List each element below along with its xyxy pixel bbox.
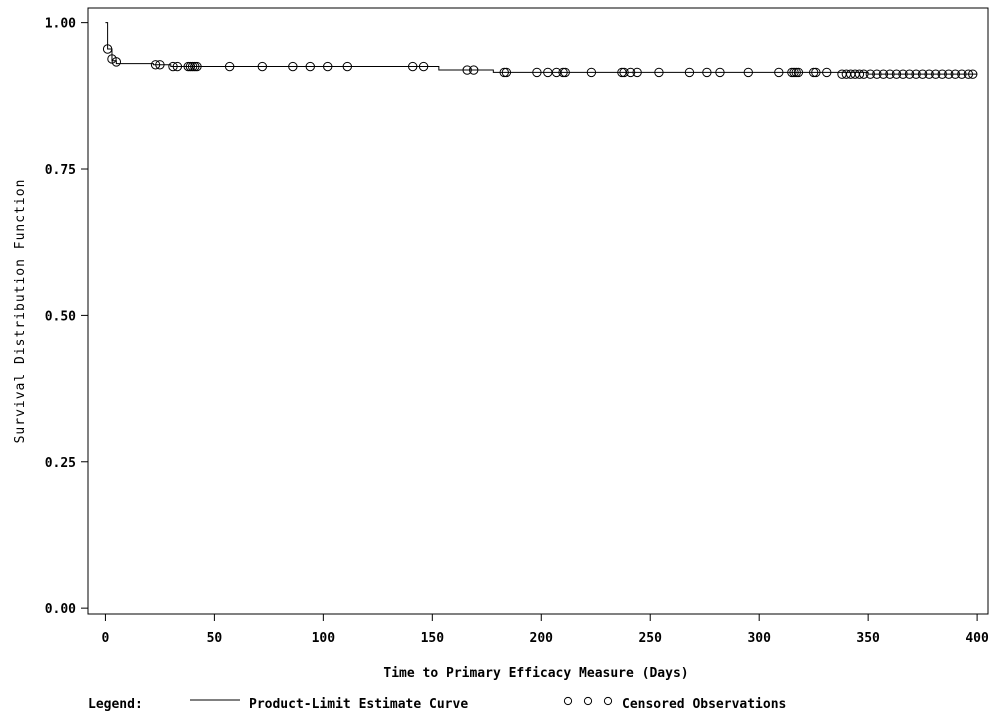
censored-marker — [808, 67, 819, 78]
censored-marker — [619, 67, 629, 78]
censored-marker — [111, 57, 122, 67]
censored-marker — [323, 61, 333, 72]
legend-censor-swatch-1 — [563, 696, 573, 706]
censored-marker — [408, 61, 418, 72]
censored-marker — [185, 61, 196, 72]
plot-frame-rect — [87, 7, 989, 615]
x-tick-label: 50 — [207, 631, 223, 646]
censored-marker — [743, 67, 753, 78]
legend-censor-swatch-3 — [603, 696, 613, 706]
censored-marker — [787, 67, 797, 78]
x-tick-label: 250 — [638, 631, 662, 646]
x-axis: 0 50 100 150 200 250 300 350 400 — [102, 614, 989, 646]
y-tick-label: 0.00 — [45, 602, 76, 617]
x-tick-label: 100 — [312, 631, 336, 646]
censored-marker — [898, 69, 908, 79]
y-tick-label: 0.75 — [45, 163, 76, 178]
censored-marker — [822, 67, 832, 78]
x-tick-label: 300 — [747, 631, 771, 646]
y-tick-label: 0.50 — [45, 309, 76, 324]
censored-marker — [558, 67, 568, 78]
censored-marker — [501, 67, 512, 78]
censored-marker — [155, 60, 165, 70]
censored-marker — [791, 67, 801, 78]
censored-marker — [632, 67, 642, 78]
censored-marker — [342, 61, 353, 72]
series-layer — [105, 22, 978, 75]
censored-marker — [793, 67, 804, 78]
censored-marker — [469, 65, 479, 75]
y-axis: 0.00 0.25 0.50 0.75 1.00 — [45, 17, 88, 617]
censored-marker — [774, 67, 784, 78]
censored-marker — [944, 69, 954, 79]
censored-marker — [684, 67, 695, 78]
censored-marker — [150, 60, 161, 70]
x-tick-label: 200 — [530, 631, 554, 646]
censored-marker — [654, 67, 664, 78]
censored-marker — [172, 61, 183, 72]
x-tick-label: 400 — [965, 631, 989, 646]
censored-marker — [957, 69, 967, 79]
censored-marker — [102, 44, 113, 54]
censored-marker — [625, 67, 636, 78]
censored-marker — [288, 61, 298, 72]
censored-marker — [968, 69, 978, 79]
censored-marker — [963, 69, 974, 79]
x-tick-label: 150 — [421, 631, 445, 646]
x-tick-label: 0 — [102, 631, 110, 646]
censor-layer — [102, 44, 978, 79]
y-axis-title: Survival Distribution Function — [13, 179, 28, 444]
censored-marker — [257, 61, 268, 72]
censored-marker — [702, 67, 712, 78]
censored-marker — [854, 69, 865, 79]
x-tick-label: 350 — [856, 631, 880, 646]
censored-marker — [560, 67, 570, 78]
censored-marker — [865, 69, 876, 79]
censored-marker — [911, 69, 921, 79]
censored-marker — [878, 69, 889, 79]
censored-marker — [904, 69, 915, 79]
censored-marker — [924, 69, 934, 79]
censored-marker — [950, 69, 961, 79]
legend-title: Legend: — [88, 697, 143, 712]
legend-censor-swatch-2 — [583, 696, 593, 706]
product-limit-curve — [105, 22, 978, 75]
censored-marker — [931, 69, 941, 79]
censored-marker — [917, 69, 928, 79]
censored-marker — [789, 67, 799, 78]
censored-marker — [532, 67, 542, 78]
y-tick-label: 1.00 — [45, 17, 76, 32]
censored-marker — [872, 69, 882, 79]
censored-marker — [891, 69, 902, 79]
y-tick-label: 0.25 — [45, 456, 76, 471]
censored-marker — [187, 61, 198, 72]
censored-marker — [192, 61, 202, 72]
censored-marker — [418, 61, 429, 72]
legend-censored-label: Censored Observations — [622, 697, 786, 712]
legend-curve-label: Product-Limit Estimate Curve — [249, 697, 468, 712]
censored-marker — [190, 61, 200, 72]
censored-marker — [937, 69, 947, 79]
censored-marker — [168, 61, 178, 72]
plot-frame — [87, 7, 989, 615]
censored-marker — [586, 67, 597, 78]
censored-marker — [885, 69, 895, 79]
censored-marker — [224, 61, 235, 72]
censored-marker — [715, 67, 725, 78]
censored-marker — [859, 69, 869, 79]
legend: Legend: Product-Limit Estimate Curve Cen… — [88, 696, 786, 712]
censored-marker — [462, 65, 472, 75]
censored-marker — [811, 67, 821, 78]
censored-marker — [499, 67, 509, 78]
censored-marker — [305, 61, 315, 72]
x-axis-title: Time to Primary Efficacy Measure (Days) — [383, 666, 688, 681]
